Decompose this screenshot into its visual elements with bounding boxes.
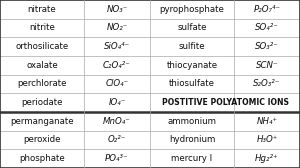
Text: NO₂⁻: NO₂⁻ [106, 24, 128, 32]
Text: perchlorate: perchlorate [17, 79, 67, 89]
Text: SiO₄⁴⁻: SiO₄⁴⁻ [104, 42, 130, 51]
Text: peroxide: peroxide [23, 136, 61, 144]
Text: P₂O₇⁴⁻: P₂O₇⁴⁻ [254, 5, 280, 14]
Text: nitrite: nitrite [29, 24, 55, 32]
Text: POSTITIVE POLYATOMIC IONS: POSTITIVE POLYATOMIC IONS [161, 98, 289, 107]
Text: thiocyanate: thiocyanate [167, 61, 218, 70]
Text: H₃O⁺: H₃O⁺ [256, 136, 278, 144]
Text: mercury I: mercury I [171, 154, 213, 163]
Text: O₂²⁻: O₂²⁻ [108, 136, 126, 144]
Text: C₂O₄²⁻: C₂O₄²⁻ [103, 61, 131, 70]
Text: IO₄⁻: IO₄⁻ [108, 98, 126, 107]
Text: PO₄³⁻: PO₄³⁻ [105, 154, 129, 163]
Text: oxalate: oxalate [26, 61, 58, 70]
Bar [0, 149, 300, 168]
Text: MnO₄⁻: MnO₄⁻ [103, 117, 131, 126]
Text: SCN⁻: SCN⁻ [256, 61, 278, 70]
Text: thiosulfate: thiosulfate [169, 79, 215, 89]
Text: NH₄⁺: NH₄⁺ [256, 117, 278, 126]
Bar [0, 75, 300, 93]
Bar [0, 56, 300, 75]
Text: pyrophosphate: pyrophosphate [160, 5, 224, 14]
Text: sulfate: sulfate [177, 24, 207, 32]
Text: NO₃⁻: NO₃⁻ [106, 5, 128, 14]
Text: SO₄²⁻: SO₄²⁻ [255, 24, 279, 32]
Text: nitrate: nitrate [28, 5, 56, 14]
Text: Hg₂²⁺: Hg₂²⁺ [255, 154, 279, 163]
Bar [0, 131, 300, 149]
Bar [0, 19, 300, 37]
Bar [0, 93, 300, 112]
Text: SO₃²⁻: SO₃²⁻ [255, 42, 279, 51]
Text: permanganate: permanganate [10, 117, 74, 126]
Text: S₂O₃²⁻: S₂O₃²⁻ [254, 79, 280, 89]
Text: hydronium: hydronium [169, 136, 215, 144]
Bar [0, 112, 300, 131]
Text: ClO₄⁻: ClO₄⁻ [105, 79, 129, 89]
Text: periodate: periodate [21, 98, 63, 107]
Text: sulfite: sulfite [179, 42, 205, 51]
Text: orthosilicate: orthosilicate [15, 42, 69, 51]
Text: phosphate: phosphate [19, 154, 65, 163]
Text: ammonium: ammonium [167, 117, 217, 126]
Bar [0, 0, 300, 19]
Bar [0, 37, 300, 56]
